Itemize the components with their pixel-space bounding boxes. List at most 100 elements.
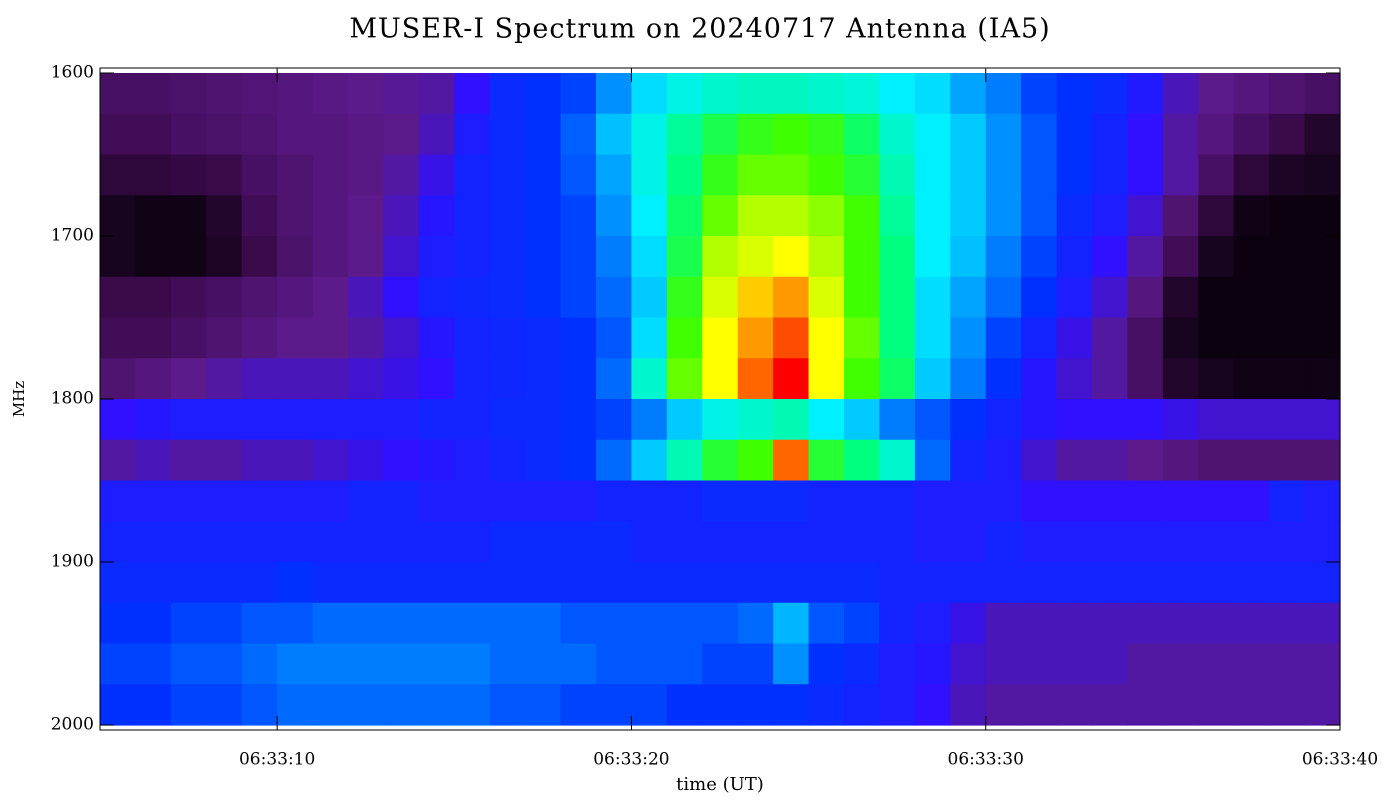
heatmap-cell	[206, 399, 243, 441]
heatmap-cell	[1198, 236, 1235, 278]
heatmap-cell	[879, 236, 916, 278]
heatmap-cell	[1021, 73, 1058, 115]
heatmap-cell	[100, 602, 137, 645]
heatmap-cell	[383, 73, 420, 115]
heatmap-cell	[560, 602, 597, 645]
heatmap-cell	[348, 358, 385, 400]
heatmap-cell	[1092, 113, 1129, 156]
heatmap-cell	[1162, 562, 1199, 604]
heatmap-cell	[170, 236, 207, 278]
heatmap-cell	[631, 113, 668, 156]
heatmap-cell	[950, 480, 987, 522]
heatmap-cell	[1021, 399, 1058, 441]
x-axis-label: time (UT)	[676, 774, 764, 795]
heatmap-cell	[666, 602, 703, 645]
heatmap-cell	[666, 154, 703, 196]
heatmap-cell	[206, 480, 243, 522]
heatmap-cell	[525, 317, 562, 359]
heatmap-cell	[950, 399, 987, 441]
heatmap-cell	[560, 236, 597, 278]
heatmap-cell	[666, 73, 703, 115]
heatmap-cell	[1127, 358, 1164, 400]
heatmap-cell	[206, 236, 243, 278]
heatmap-cell	[737, 562, 774, 604]
heatmap-cell	[418, 276, 455, 319]
axes: 06:33:10 06:33:20 06:33:30 06:33:40 1600 1700…	[51, 63, 1378, 770]
heatmap-cell	[170, 317, 207, 359]
heatmap-cell	[1304, 195, 1341, 237]
heatmap-cell	[206, 317, 243, 359]
heatmap-cell	[454, 195, 491, 237]
heatmap-cell	[1092, 317, 1129, 359]
heatmap-cell	[1198, 276, 1235, 319]
heatmap-cell	[100, 195, 137, 237]
heatmap-cell	[844, 317, 881, 359]
heatmap-cell	[206, 439, 243, 482]
heatmap-cell	[1127, 236, 1164, 278]
heatmap-cell	[383, 480, 420, 522]
heatmap-cell	[1304, 439, 1341, 482]
heatmap-cell	[596, 358, 633, 400]
heatmap-cell	[489, 317, 526, 359]
heatmap-cell	[489, 562, 526, 604]
heatmap-cell	[773, 521, 810, 563]
heatmap-cell	[1304, 73, 1341, 115]
heatmap-cell	[1304, 399, 1341, 441]
heatmap-cell	[170, 643, 207, 685]
heatmap-cell	[879, 562, 916, 604]
heatmap-cell	[1162, 73, 1199, 115]
heatmap-cell	[312, 480, 349, 522]
heatmap-cell	[1304, 643, 1341, 685]
heatmap-cell	[1092, 276, 1129, 319]
heatmap-cell	[1092, 439, 1129, 482]
heatmap-cell	[418, 684, 455, 726]
heatmap-cell	[1056, 154, 1093, 196]
heatmap-cell	[1269, 113, 1306, 156]
heatmap-cell	[985, 113, 1022, 156]
heatmap-cell	[348, 602, 385, 645]
heatmap-cell	[348, 317, 385, 359]
heatmap-cell	[560, 73, 597, 115]
heatmap-cell	[950, 276, 987, 319]
heatmap-cell	[277, 521, 314, 563]
heatmap-cell	[808, 480, 845, 522]
heatmap-cell	[170, 439, 207, 482]
heatmap-cell	[418, 317, 455, 359]
heatmap-cell	[1162, 276, 1199, 319]
heatmap-cell	[914, 358, 951, 400]
heatmap-cell	[1056, 113, 1093, 156]
heatmap-cell	[596, 399, 633, 441]
heatmap-cell	[135, 113, 172, 156]
heatmap-cell	[277, 602, 314, 645]
heatmap-cell	[1233, 73, 1270, 115]
heatmap-cell	[1198, 113, 1235, 156]
heatmap-cell	[312, 154, 349, 196]
heatmap-cell	[844, 236, 881, 278]
heatmap-cell	[1304, 684, 1341, 726]
heatmap-cell	[773, 684, 810, 726]
heatmap-cell	[1233, 236, 1270, 278]
heatmap-cell	[950, 73, 987, 115]
heatmap-cell	[312, 521, 349, 563]
heatmap-cell	[560, 113, 597, 156]
heatmap-cell	[277, 684, 314, 726]
heatmap-cell	[737, 480, 774, 522]
x-tick-label: 06:33:30	[948, 750, 1024, 770]
heatmap-cell	[596, 317, 633, 359]
heatmap-cell	[844, 439, 881, 482]
heatmap-cell	[702, 317, 739, 359]
heatmap-cell	[596, 480, 633, 522]
heatmap-cell	[206, 154, 243, 196]
heatmap-cell	[277, 276, 314, 319]
heatmap-cell	[1233, 358, 1270, 400]
heatmap-cell	[418, 399, 455, 441]
heatmap-cell	[737, 73, 774, 115]
heatmap-cell	[135, 480, 172, 522]
heatmap-cell	[100, 562, 137, 604]
heatmap-cell	[1269, 439, 1306, 482]
heatmap-cell	[596, 684, 633, 726]
heatmap-cell	[1127, 521, 1164, 563]
heatmap-cell	[100, 684, 137, 726]
heatmap-cell	[702, 521, 739, 563]
heatmap-cell	[135, 439, 172, 482]
